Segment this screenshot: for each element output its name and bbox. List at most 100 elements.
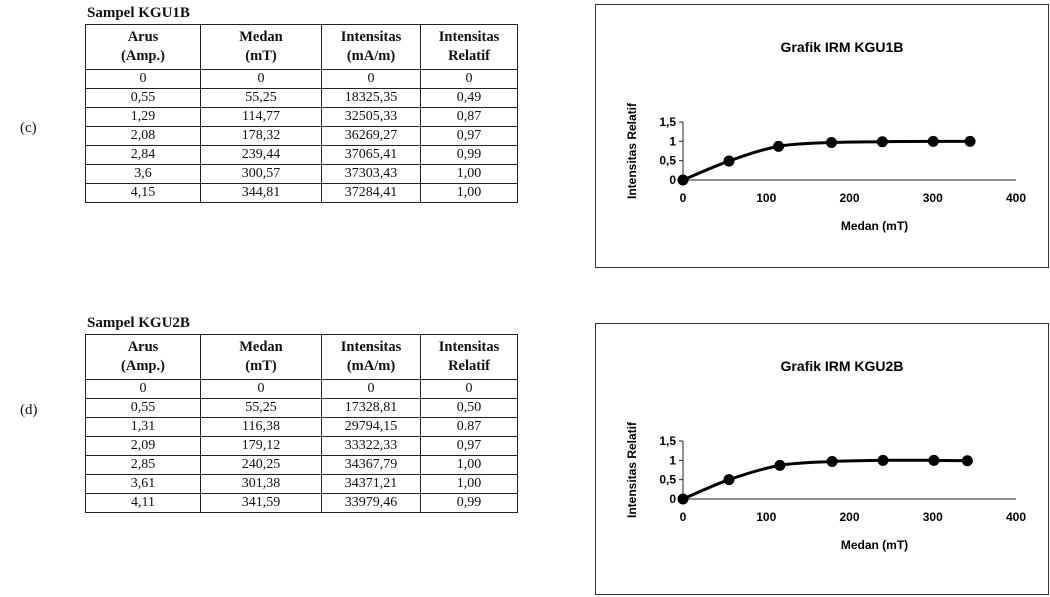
header-arus: Arus (Amp.) [85, 334, 201, 380]
table-cell: 1,00 [420, 474, 518, 494]
data-point [928, 454, 940, 466]
table-cell: 344,81 [200, 183, 322, 203]
data-point [964, 135, 976, 147]
y-tick-label: 1 [669, 453, 676, 467]
table-cell: 18325,35 [321, 88, 421, 108]
table-cell: 1,00 [420, 455, 518, 475]
data-table: Arus (Amp.) Medan (mT) Intensitas (mA/m) In… [85, 334, 518, 513]
table-cell: 34371,21 [321, 474, 421, 494]
table-cell: 37303,43 [321, 164, 421, 184]
header-intensitas: Intensitas (mA/m) [321, 334, 421, 380]
x-tick-label: 100 [756, 510, 776, 524]
header-medan: Medan (mT) [200, 24, 322, 70]
x-axis-label: Medan (mT) [841, 219, 908, 233]
table-cell: 36269,27 [321, 126, 421, 146]
chart-frame: Grafik IRM KGU2B 0 0,5 1 1,5 0 100 200 300 400 Med… [595, 323, 1049, 595]
x-tick-label: 200 [839, 191, 859, 205]
data-point [927, 135, 939, 147]
y-axis-label: Intensitas Relatif [625, 102, 639, 199]
table-row: 2,09 179,12 33322,33 0,97 [85, 436, 518, 456]
table-cell: 0.87 [420, 417, 518, 437]
table-cell: 2,84 [85, 145, 201, 165]
table-row: 2,08 178,32 36269,27 0,97 [85, 126, 518, 146]
table-cell: 33979,46 [321, 493, 421, 513]
data-point [773, 140, 785, 152]
table-row: 3,61 301,38 34371,21 1,00 [85, 474, 518, 494]
table-cell: 2,85 [85, 455, 201, 475]
x-tick-label: 300 [923, 191, 943, 205]
data-point [774, 459, 786, 471]
table-row: 2,85 240,25 34367,79 1,00 [85, 455, 518, 475]
header-intensitas: Intensitas (mA/m) [321, 24, 421, 70]
data-point [677, 174, 689, 186]
table-cell: 178,32 [200, 126, 322, 146]
table-cell: 114,77 [200, 107, 322, 127]
x-tick-label: 200 [839, 510, 859, 524]
irm-chart: Grafik IRM KGU1B 0 0,5 1 1,5 0 100 200 300 400 Med… [625, 39, 1026, 233]
table-cell: 3,61 [85, 474, 201, 494]
y-tick-label: 0,5 [659, 473, 676, 487]
table-cell: 0,87 [420, 107, 518, 127]
data-point [723, 155, 735, 167]
sample-title: Sampel KGU2B [87, 315, 190, 331]
table-cell: 0,49 [420, 88, 518, 108]
table-cell: 0 [420, 379, 518, 399]
table-cell: 0 [200, 69, 322, 89]
table-cell: 0 [85, 69, 201, 89]
data-point [876, 136, 888, 148]
table-cell: 29794,15 [321, 417, 421, 437]
table-cell: 37284,41 [321, 183, 421, 203]
y-axis-label: Intensitas Relatif [625, 421, 639, 518]
table-body: 0 0 0 0 0,55 55,25 18325,35 0,49 1,29 114,77 32505… [85, 69, 518, 203]
table-cell: 3,6 [85, 164, 201, 184]
table-row: 2,84 239,44 37065,41 0,99 [85, 145, 518, 165]
table-cell: 116,38 [200, 417, 322, 437]
data-point [825, 136, 837, 148]
table-cell: 4,11 [85, 493, 201, 513]
table-cell: 300,57 [200, 164, 322, 184]
table-cell: 34367,79 [321, 455, 421, 475]
chart-title: Grafik IRM KGU1B [781, 39, 904, 55]
table-cell: 4,15 [85, 183, 201, 203]
table-cell: 1,29 [85, 107, 201, 127]
table-row: 4,11 341,59 33979,46 0,99 [85, 493, 518, 513]
x-tick-label: 0 [680, 510, 687, 524]
table-cell: 1,00 [420, 164, 518, 184]
table-cell: 1,31 [85, 417, 201, 437]
table-row: 0,55 55,25 17328,81 0,50 [85, 398, 518, 418]
header-intensitas-relatif: Intensitas Relatif [420, 334, 518, 380]
table-body: 0 0 0 0 0,55 55,25 17328,81 0,50 1,31 116,38 29794… [85, 379, 518, 513]
table-row: 0,55 55,25 18325,35 0,49 [85, 88, 518, 108]
section-label: (c) [20, 120, 37, 136]
table-cell: 0 [85, 379, 201, 399]
y-tick-label: 0,5 [659, 154, 676, 168]
table-cell: 0 [420, 69, 518, 89]
x-axis-label: Medan (mT) [841, 538, 908, 552]
table-cell: 0,50 [420, 398, 518, 418]
table-row: 4,15 344,81 37284,41 1,00 [85, 183, 518, 203]
x-tick-label: 400 [1006, 191, 1026, 205]
y-tick-label: 0 [669, 492, 676, 506]
y-tick-label: 0 [669, 173, 676, 187]
table-cell: 1,00 [420, 183, 518, 203]
chart-title: Grafik IRM KGU2B [781, 358, 904, 374]
table-cell: 0,99 [420, 145, 518, 165]
table-cell: 55,25 [200, 398, 322, 418]
table-cell: 32505,33 [321, 107, 421, 127]
table-cell: 239,44 [200, 145, 322, 165]
table-cell: 0 [321, 379, 421, 399]
table-cell: 2,08 [85, 126, 201, 146]
data-point [723, 474, 735, 486]
section-label: (d) [20, 402, 38, 418]
y-tick-label: 1,5 [659, 434, 676, 448]
data-point [877, 454, 889, 466]
x-tick-label: 0 [680, 191, 687, 205]
irm-chart: Grafik IRM KGU2B 0 0,5 1 1,5 0 100 200 300 400 Med… [625, 358, 1026, 552]
table-cell: 0,55 [85, 88, 201, 108]
x-tick-label: 400 [1006, 510, 1026, 524]
table-cell: 0,97 [420, 436, 518, 456]
table-cell: 2,09 [85, 436, 201, 456]
table-cell: 17328,81 [321, 398, 421, 418]
data-table: Arus (Amp.) Medan (mT) Intensitas (mA/m) In… [85, 24, 518, 203]
